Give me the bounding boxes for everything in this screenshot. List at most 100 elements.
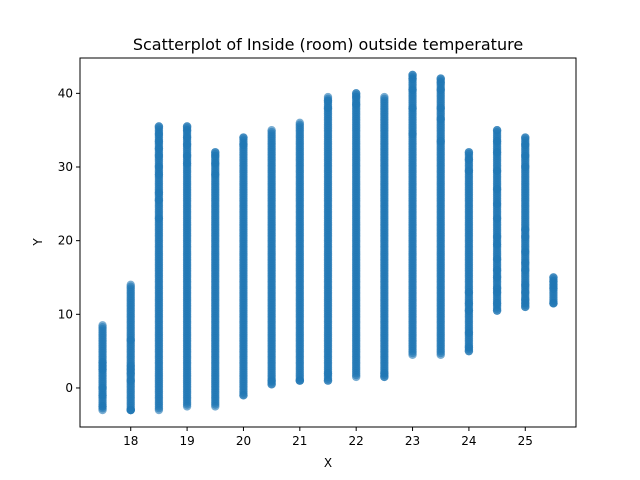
data-point — [521, 133, 530, 142]
x-tick-label: 25 — [518, 434, 533, 448]
data-point — [126, 376, 135, 385]
data-point — [98, 391, 107, 400]
data-point — [492, 199, 502, 209]
data-point — [323, 369, 333, 378]
y-tick-label: 10 — [58, 307, 73, 321]
data-point — [549, 299, 558, 308]
data-point — [436, 137, 445, 146]
data-point — [239, 140, 248, 150]
data-point — [492, 184, 502, 194]
data-point — [436, 74, 445, 83]
y-tick-label: 0 — [65, 381, 73, 395]
data-point — [521, 247, 530, 256]
y-tick-label: 20 — [58, 234, 73, 248]
data-point — [408, 129, 417, 139]
data-point — [521, 280, 530, 290]
data-point — [492, 240, 502, 249]
data-point — [492, 299, 502, 308]
data-point — [492, 214, 502, 223]
data-point — [126, 280, 135, 290]
data-point — [464, 306, 474, 315]
data-point — [521, 151, 530, 161]
data-point — [436, 85, 445, 94]
data-point — [492, 125, 502, 135]
data-point — [154, 122, 164, 131]
data-point — [464, 288, 474, 297]
data-point — [521, 225, 530, 234]
data-point — [239, 133, 248, 142]
data-point — [98, 402, 107, 411]
data-point — [521, 265, 530, 275]
data-point — [436, 103, 445, 113]
data-point — [521, 162, 530, 172]
data-point — [492, 284, 502, 293]
data-point — [154, 188, 164, 197]
data-point — [492, 232, 502, 242]
x-axis-label: X — [324, 456, 332, 470]
data-point — [492, 273, 502, 282]
data-point — [492, 306, 502, 315]
data-point — [154, 170, 164, 179]
data-point — [380, 369, 389, 378]
plot-frame — [79, 57, 577, 428]
x-tick-label: 20 — [236, 434, 251, 448]
data-point — [98, 383, 107, 393]
data-point — [464, 148, 474, 157]
x-tick-label: 23 — [405, 434, 420, 448]
x-tick-label: 18 — [123, 434, 138, 448]
y-tick-label: 30 — [58, 160, 73, 174]
data-point — [154, 214, 164, 223]
data-point — [239, 391, 248, 400]
data-point — [154, 129, 164, 139]
x-tick-label: 21 — [292, 434, 307, 448]
data-point — [464, 166, 474, 175]
data-point — [549, 273, 558, 282]
data-point — [211, 148, 220, 157]
data-point — [295, 376, 305, 385]
data-point — [521, 288, 530, 297]
data-point — [323, 96, 333, 105]
data-point — [267, 125, 276, 135]
data-point — [521, 140, 530, 150]
data-point — [98, 321, 107, 330]
data-point — [182, 133, 192, 142]
data-point — [323, 376, 333, 385]
data-point — [182, 151, 192, 161]
data-point — [464, 328, 474, 337]
y-axis-label: Y — [31, 238, 45, 247]
x-tick-label: 24 — [461, 434, 476, 448]
data-point — [492, 148, 502, 157]
data-point — [492, 265, 502, 275]
data-point — [492, 166, 502, 175]
data-point — [380, 92, 389, 102]
data-point — [521, 295, 530, 304]
data-point — [464, 299, 474, 308]
data-point — [408, 103, 417, 113]
data-point — [295, 118, 305, 128]
data-point — [154, 162, 164, 172]
data-point — [351, 100, 361, 109]
data-point — [521, 232, 530, 242]
data-point — [492, 137, 502, 146]
data-point — [182, 122, 192, 131]
data-point — [126, 361, 135, 371]
data-point — [154, 151, 164, 161]
y-axis: 0 10 20 30 40 — [58, 86, 80, 395]
chart-title: Scatterplot of Inside (room) outside tem… — [133, 35, 523, 54]
data-point — [154, 195, 164, 205]
data-point — [521, 258, 530, 267]
scatter-points — [98, 70, 558, 415]
data-point — [464, 343, 474, 352]
data-point — [351, 89, 361, 98]
data-point — [464, 155, 474, 164]
data-point — [154, 144, 164, 153]
data-point — [126, 335, 135, 345]
data-point — [182, 140, 192, 150]
data-point — [323, 103, 333, 113]
data-point — [408, 85, 417, 94]
data-point — [267, 376, 276, 385]
data-point — [211, 170, 220, 179]
x-tick-label: 19 — [179, 434, 194, 448]
data-point — [154, 137, 164, 146]
